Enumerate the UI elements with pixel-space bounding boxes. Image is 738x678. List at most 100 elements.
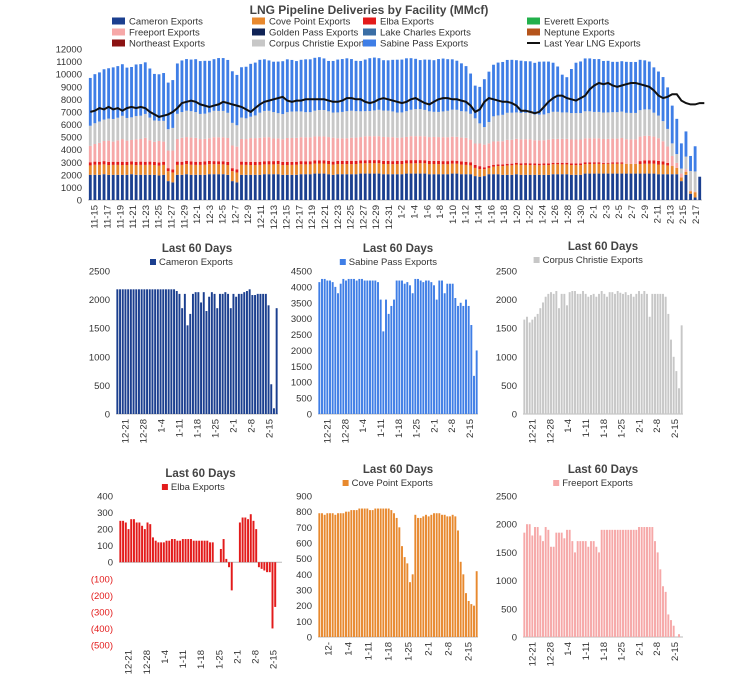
bar-segment — [130, 117, 133, 140]
bar — [640, 527, 643, 637]
bar — [232, 293, 235, 414]
x-tick-label: 1-11 — [178, 650, 189, 668]
main-chart-title: LNG Pipeline Deliveries by Facility (MMc… — [250, 3, 489, 17]
bar-segment — [203, 164, 207, 175]
bar-segment — [130, 66, 133, 118]
bar-segment — [492, 64, 495, 117]
bar-segment — [267, 174, 271, 200]
bar — [168, 540, 171, 563]
bar — [414, 278, 417, 414]
bar — [526, 316, 528, 414]
bar-segment — [331, 60, 335, 113]
y-tick-label: 2000 — [61, 170, 82, 181]
bar-segment — [295, 164, 298, 175]
bar-segment — [153, 161, 156, 166]
bar-segment — [313, 173, 317, 200]
bar-segment — [134, 165, 138, 175]
bar-segment — [111, 141, 115, 162]
bar-segment — [547, 61, 550, 114]
freeport-legend-swatch — [553, 480, 560, 486]
bar-segment — [437, 160, 440, 165]
bar-segment — [386, 164, 390, 175]
bar — [119, 289, 122, 414]
bar-segment — [441, 164, 445, 175]
bar-segment — [533, 62, 537, 115]
bar-segment — [395, 164, 399, 175]
y-tick-label: 2500 — [291, 330, 312, 341]
bar-segment — [327, 137, 330, 161]
bar — [542, 302, 544, 414]
bar-segment — [487, 143, 491, 167]
bar-segment — [295, 161, 298, 165]
x-tick-label: 2-8 — [447, 419, 458, 433]
bar-segment — [336, 160, 340, 165]
bar — [387, 313, 390, 414]
bar-segment — [624, 139, 628, 164]
x-tick-label: 12-19 — [307, 205, 318, 229]
bar-segment — [510, 174, 514, 200]
bar — [441, 280, 443, 414]
bar-segment — [340, 59, 344, 112]
bar-segment — [267, 137, 271, 162]
y-tick-label: 7000 — [61, 107, 82, 118]
bar-segment — [377, 136, 381, 161]
bar-segment — [185, 59, 188, 111]
bar — [267, 305, 270, 414]
bar-segment — [501, 141, 505, 165]
bar-segment — [221, 161, 225, 165]
bar-segment — [267, 110, 271, 138]
bar-segment — [391, 174, 395, 200]
bar — [528, 524, 531, 637]
bar-segment — [647, 173, 651, 200]
bar-segment — [469, 113, 473, 140]
x-tick-label: 11-21 — [128, 205, 139, 229]
bar-segment — [556, 111, 560, 139]
bar-segment — [189, 59, 193, 112]
bar-segment — [450, 173, 454, 200]
bar-segment — [175, 63, 179, 114]
bar-segment — [313, 163, 317, 174]
bar — [590, 541, 592, 637]
bar-segment — [345, 58, 349, 112]
bar — [531, 319, 534, 414]
bar-segment — [340, 160, 344, 165]
x-tick-label: 12-15 — [282, 205, 293, 229]
bar — [165, 540, 168, 563]
bar-segment — [505, 174, 509, 200]
bar-segment — [272, 161, 275, 165]
bar-segment — [418, 163, 422, 174]
bar-segment — [418, 160, 422, 164]
bar-segment — [574, 163, 578, 166]
x-tick-label: 12-21 — [320, 205, 331, 229]
bar-segment — [230, 171, 234, 182]
bar-segment — [221, 110, 225, 138]
bar-segment — [574, 113, 578, 140]
bar — [186, 325, 189, 414]
bar — [251, 295, 254, 414]
bar-segment — [597, 111, 601, 139]
bar — [353, 278, 355, 414]
bar — [544, 527, 547, 637]
bar — [248, 289, 251, 414]
bar-segment — [253, 115, 257, 139]
bar-segment — [569, 174, 573, 200]
bar-segment — [528, 174, 532, 200]
elba-chart-title: Last 60 Days — [165, 468, 235, 480]
bar-segment — [450, 163, 454, 174]
bar — [622, 529, 624, 637]
bar — [385, 508, 387, 637]
bar-segment — [634, 61, 637, 113]
bar-segment — [542, 163, 546, 166]
bar — [363, 280, 366, 414]
bar-segment — [258, 161, 262, 165]
y-tick-label: 10000 — [56, 70, 82, 81]
bar-segment — [125, 165, 129, 175]
x-tick-label: 1-28 — [563, 205, 574, 224]
bar — [678, 388, 680, 414]
bar-segment — [153, 165, 156, 175]
bar — [337, 293, 339, 414]
bar-segment — [130, 164, 133, 175]
bar-segment — [93, 164, 97, 175]
cameron-chart-title: Last 60 Days — [162, 243, 232, 255]
bar — [244, 517, 247, 563]
